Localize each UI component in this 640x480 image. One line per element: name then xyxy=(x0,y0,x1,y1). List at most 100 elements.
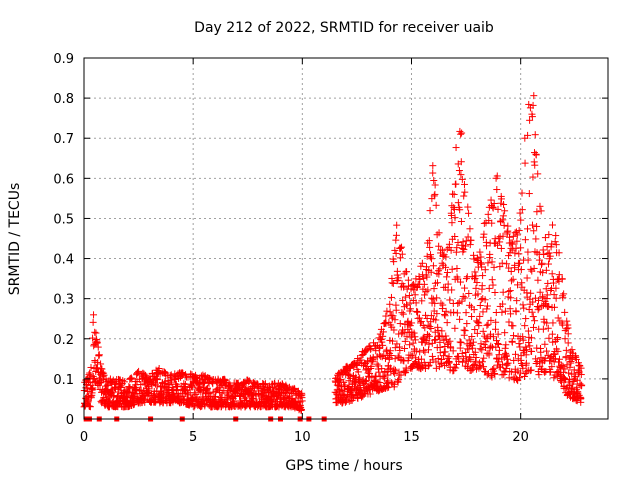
data-point xyxy=(468,313,476,321)
data-point xyxy=(424,286,432,294)
data-point xyxy=(511,350,519,358)
data-point xyxy=(524,327,532,335)
data-point xyxy=(515,227,523,235)
data-point xyxy=(366,390,374,398)
data-point xyxy=(402,293,410,301)
data-point xyxy=(493,172,501,180)
data-point xyxy=(453,309,461,317)
data-point xyxy=(541,354,549,362)
data-point xyxy=(354,394,362,402)
data-point xyxy=(362,347,370,355)
data-point xyxy=(564,339,572,347)
data-point xyxy=(470,306,478,314)
data-point xyxy=(474,318,482,326)
data-point xyxy=(528,221,536,229)
data-point xyxy=(426,243,434,251)
data-point xyxy=(456,206,464,214)
data-point xyxy=(507,267,515,275)
data-point xyxy=(487,316,495,324)
data-point xyxy=(132,385,140,393)
data-point xyxy=(577,371,585,379)
data-point xyxy=(517,244,525,252)
data-point xyxy=(448,219,456,227)
data-point xyxy=(501,307,509,315)
data-point xyxy=(489,281,497,289)
data-point xyxy=(424,362,432,370)
data-point xyxy=(392,249,400,257)
data-point xyxy=(386,308,394,316)
data-point xyxy=(499,288,507,296)
data-point xyxy=(127,374,135,382)
data-point xyxy=(462,353,470,361)
data-point xyxy=(543,319,551,327)
data-point xyxy=(467,236,475,244)
data-point xyxy=(462,237,470,245)
data-point xyxy=(94,343,102,351)
data-point xyxy=(404,317,412,325)
data-point xyxy=(423,273,431,281)
data-point xyxy=(419,334,427,342)
data-point xyxy=(425,332,433,340)
data-point xyxy=(488,373,496,381)
data-point xyxy=(522,315,530,323)
data-point xyxy=(450,190,458,198)
data-point xyxy=(451,214,459,222)
data-point xyxy=(387,293,395,301)
data-point xyxy=(458,175,466,183)
data-point xyxy=(384,371,392,379)
data-point xyxy=(523,368,531,376)
data-point xyxy=(433,231,441,239)
data-point xyxy=(393,267,401,275)
data-point xyxy=(386,347,394,355)
data-point xyxy=(367,345,375,353)
data-point xyxy=(460,180,468,188)
data-point xyxy=(423,337,431,345)
data-point xyxy=(426,207,434,215)
data-point xyxy=(429,295,437,303)
data-point xyxy=(379,373,387,381)
data-point xyxy=(427,268,435,276)
data-point xyxy=(544,260,552,268)
data-point xyxy=(459,358,467,366)
data-point xyxy=(376,379,384,387)
data-point xyxy=(531,317,539,325)
data-point xyxy=(432,316,440,324)
data-point xyxy=(472,354,480,362)
data-point xyxy=(534,276,542,284)
x-axis-title: GPS time / hours xyxy=(285,458,402,474)
data-point xyxy=(478,282,486,290)
data-point xyxy=(174,383,182,391)
chart-title: Day 212 of 2022, SRMTID for receiver uai… xyxy=(194,20,494,36)
data-point xyxy=(414,308,422,316)
data-point xyxy=(452,364,460,372)
data-point xyxy=(510,332,518,340)
data-point xyxy=(548,221,556,229)
data-point xyxy=(541,234,549,242)
data-point xyxy=(412,347,420,355)
data-point xyxy=(543,291,551,299)
data-point xyxy=(501,368,509,376)
data-point xyxy=(398,250,406,258)
data-point xyxy=(450,308,458,316)
data-point xyxy=(478,263,486,271)
data-point xyxy=(495,234,503,242)
data-point xyxy=(487,342,495,350)
data-point xyxy=(433,294,441,302)
data-point xyxy=(347,364,355,372)
data-point xyxy=(404,276,412,284)
data-point xyxy=(479,233,487,241)
data-point xyxy=(561,335,569,343)
data-point xyxy=(527,334,535,342)
data-point xyxy=(511,261,519,269)
data-point xyxy=(520,372,528,380)
data-point xyxy=(514,281,522,289)
data-point xyxy=(567,355,575,363)
data-point xyxy=(489,204,497,212)
data-point xyxy=(335,376,343,384)
data-point xyxy=(517,216,525,224)
data-point xyxy=(361,378,369,386)
data-point xyxy=(404,325,412,333)
data-point xyxy=(427,251,435,259)
data-point xyxy=(463,320,471,328)
data-point xyxy=(540,250,548,258)
